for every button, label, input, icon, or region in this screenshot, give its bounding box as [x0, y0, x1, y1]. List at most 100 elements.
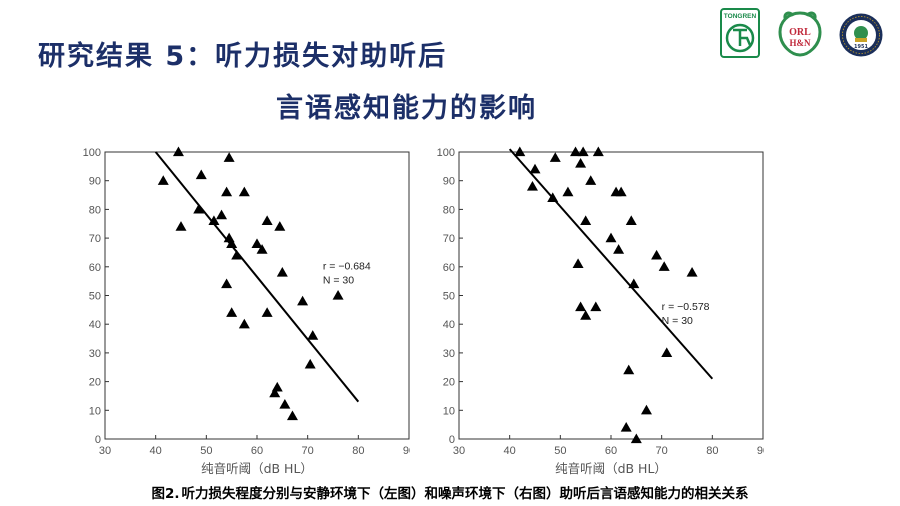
y-tick-label: 40: [443, 319, 455, 331]
x-tick-label: 60: [605, 445, 617, 457]
data-point: [307, 330, 319, 340]
orl-hn-logo: ORL H&N: [778, 11, 822, 57]
y-tick-label: 90: [443, 176, 455, 188]
annotation-r: r = −0.684: [323, 261, 371, 273]
x-tick-label: 40: [504, 445, 516, 457]
y-tick-label: 10: [443, 405, 455, 417]
data-point: [157, 175, 169, 185]
y-tick-label: 100: [83, 147, 101, 159]
data-point: [238, 318, 250, 329]
y-axis-label: 正确识别得分 (%): [80, 247, 81, 344]
y-tick-label: 40: [89, 319, 101, 331]
data-point: [256, 244, 268, 254]
y-tick-label: 60: [89, 262, 101, 274]
y-tick-label: 70: [443, 233, 455, 245]
data-point: [269, 387, 281, 398]
data-point: [274, 221, 286, 231]
data-point: [226, 238, 238, 248]
chart-noise-environment: 30 40 50 60 70 80 90 0 10 20 30 40 50 60 70 80 90 100 纯音听阈…: [434, 146, 764, 476]
annotation-n: N = 30: [323, 275, 354, 287]
y-tick-label: 20: [89, 377, 101, 389]
data-point: [570, 146, 582, 157]
x-tick-label: 50: [200, 445, 212, 457]
x-tick-label: 80: [352, 445, 364, 457]
data-point: [208, 215, 220, 226]
y-tick-label: 90: [89, 176, 101, 188]
x-axis-label: 纯音听阈（dB HL）: [555, 461, 667, 476]
data-point: [651, 249, 663, 260]
y-tick-label: 70: [89, 233, 101, 245]
data-point: [221, 186, 233, 197]
data-point: [630, 433, 642, 444]
plot-frame: [458, 151, 764, 440]
data-point: [686, 267, 698, 277]
x-tick-label: 50: [554, 445, 566, 457]
figure-caption: 图2. 听力损失程度分别与安静环境下（左图）和噪声环境下（右图）助听后言语感知能力…: [0, 482, 900, 502]
y-axis-label: 正确识别得分 (%): [434, 247, 435, 344]
regression-line: [154, 151, 360, 403]
data-point: [575, 157, 587, 168]
y-tick-label: 80: [443, 204, 455, 216]
data-point: [620, 422, 632, 432]
data-point: [580, 310, 592, 320]
caption-prefix: 图2.: [151, 486, 180, 502]
data-point: [238, 186, 250, 197]
y-tick-label: 60: [443, 262, 455, 274]
data-point: [585, 175, 597, 185]
data-point: [572, 258, 584, 269]
data-point: [605, 232, 617, 243]
orl-logo-text: ORL: [789, 27, 811, 38]
y-tick-label: 80: [89, 204, 101, 216]
data-point: [577, 146, 589, 157]
data-point: [193, 203, 205, 214]
caption-text: 听力损失程度分别与安静环境下（左图）和噪声环境下（右图）助听后言语感知能力的相关…: [181, 486, 749, 502]
data-point: [231, 249, 243, 260]
data-point: [276, 267, 288, 277]
data-point: [562, 186, 574, 197]
data-point: [625, 215, 637, 226]
x-tick-label: 30: [99, 445, 111, 457]
y-tick-label: 20: [443, 377, 455, 389]
plot-frame: [104, 151, 410, 440]
y-tick-label: 100: [437, 147, 455, 159]
data-point: [304, 358, 316, 369]
x-tick-label: 70: [656, 445, 668, 457]
data-point: [628, 278, 640, 289]
data-point: [286, 410, 298, 421]
x-axis-label: 纯音听阈（dB HL）: [201, 461, 313, 476]
data-point: [279, 399, 291, 409]
data-point: [223, 152, 235, 162]
data-point: [529, 163, 541, 174]
y-tick-label: 0: [449, 434, 455, 446]
data-point: [261, 307, 273, 317]
y-tick-label: 0: [95, 434, 101, 446]
data-point: [175, 221, 187, 231]
data-point: [615, 186, 627, 197]
data-point: [575, 301, 587, 312]
y-tick-label: 50: [443, 291, 455, 303]
x-tick-label: 80: [706, 445, 718, 457]
data-point: [526, 180, 538, 191]
data-point: [514, 146, 526, 157]
y-tick-label: 30: [443, 348, 455, 360]
hospital-seal-logo: 1951: [839, 13, 883, 57]
y-tick-label: 50: [89, 291, 101, 303]
data-point: [623, 364, 635, 375]
data-point: [661, 347, 673, 358]
data-point: [332, 290, 344, 300]
data-point: [592, 146, 604, 157]
regression-line: [508, 148, 714, 380]
hn-logo-text: H&N: [790, 38, 811, 48]
data-point: [195, 169, 207, 180]
annotation-n: N = 30: [662, 315, 693, 327]
tongren-logo: TONGREN: [720, 8, 760, 58]
annotation-r: r = −0.578: [662, 301, 710, 313]
data-point: [216, 209, 228, 220]
data-point: [640, 404, 652, 415]
data-point: [580, 215, 592, 226]
data-point: [251, 238, 263, 248]
y-tick-label: 10: [89, 405, 101, 417]
x-tick-label: 40: [150, 445, 162, 457]
y-tick-label: 30: [89, 348, 101, 360]
x-tick-label: 30: [453, 445, 465, 457]
